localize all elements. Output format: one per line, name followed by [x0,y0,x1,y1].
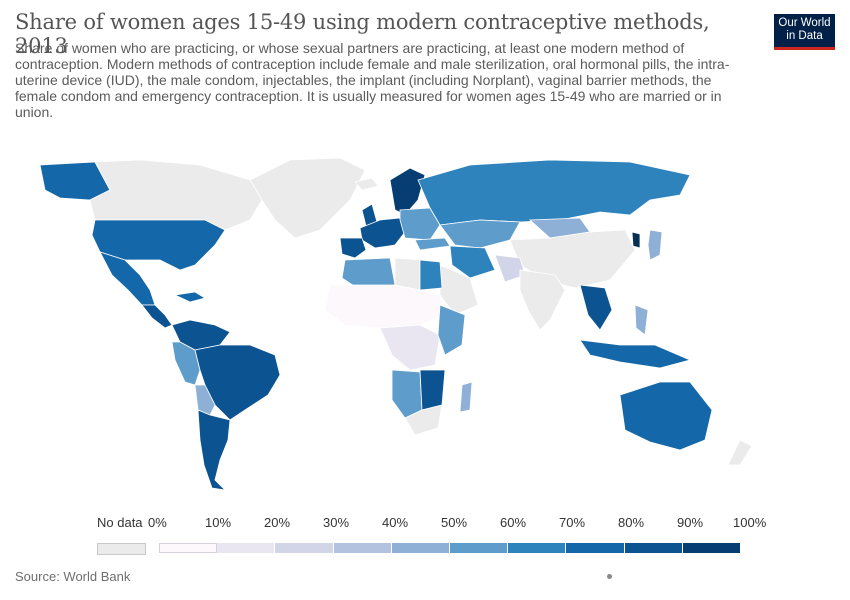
region-south-africa[interactable] [404,404,443,436]
region-greenland[interactable] [249,157,366,239]
region-peru[interactable] [171,341,201,386]
region-iceland[interactable] [354,177,379,191]
legend-tick-20: 20% [264,515,291,530]
logo-line-1: Our World [778,17,831,29]
region-indochina[interactable] [579,284,613,331]
legend-color-scale[interactable] [159,543,741,553]
legend-tick-30: 30% [323,515,350,530]
legend-bin-6[interactable] [508,543,567,553]
region-central-asia[interactable] [439,219,521,249]
region-canada[interactable] [89,159,263,231]
legend-tick-70: 70% [559,515,586,530]
region-sahel[interactable] [324,284,446,329]
legend-bin-8[interactable] [624,543,683,553]
region-australia[interactable] [619,381,713,451]
region-philippines[interactable] [634,304,649,336]
region-iberia[interactable] [339,237,367,259]
region-argentina[interactable] [197,409,231,491]
legend-tick-90: 90% [677,515,704,530]
legend-bin-5[interactable] [449,543,509,553]
region-madagascar[interactable] [459,381,473,413]
region-caribbean[interactable] [173,291,207,303]
legend-no-data-label: No data [97,515,143,530]
timeline-dot[interactable] [607,574,612,579]
legend-bin-7[interactable] [566,543,625,553]
legend-tick-40: 40% [382,515,409,530]
legend-tick-0: 0% [148,515,167,530]
source-note: Source: World Bank [15,569,131,584]
region-new-zealand[interactable] [727,439,753,466]
chart-subtitle: Share of women who are practicing, or wh… [15,40,730,120]
legend-bin-4[interactable] [391,543,450,553]
legend-bin-2[interactable] [275,543,334,553]
legend-bin-1[interactable] [217,543,276,553]
region-scandinavia[interactable] [389,167,426,216]
region-turkey[interactable] [414,237,451,251]
region-brazil[interactable] [194,344,281,421]
region-saudi-arabia[interactable] [439,264,479,316]
legend-tick-100: 100% [733,515,767,530]
legend-bin-0[interactable] [159,543,218,553]
region-usa[interactable] [91,219,226,271]
region-indonesia[interactable] [579,339,692,369]
region-india[interactable] [519,269,566,331]
region-central-america[interactable] [141,304,173,329]
region-central-africa[interactable] [379,324,441,371]
owid-logo[interactable]: Our World in Data [774,14,835,50]
region-bolivia[interactable] [194,384,216,416]
legend-tick-50: 50% [441,515,468,530]
legend-tick-60: 60% [500,515,527,530]
legend-bin-3[interactable] [333,543,392,553]
legend-bin-9[interactable] [682,543,741,553]
region-russia[interactable] [417,159,691,226]
legend-no-data-swatch [97,543,146,555]
region-southern-africa-east[interactable] [419,369,446,411]
region-western-europe[interactable] [359,217,406,249]
region-southern-africa-west[interactable] [391,369,423,419]
region-korea[interactable] [631,231,641,249]
region-japan[interactable] [647,229,663,261]
world-map[interactable] [0,120,850,505]
region-middle-east[interactable] [449,245,496,279]
legend-tick-10: 10% [205,515,232,530]
region-libya[interactable] [394,257,421,291]
region-egypt[interactable] [419,259,443,291]
region-east-africa[interactable] [437,304,466,356]
chart-title: Share of women ages 15-49 using modern c… [15,10,710,58]
legend-tick-80: 80% [618,515,645,530]
logo-line-2: in Data [786,30,823,42]
